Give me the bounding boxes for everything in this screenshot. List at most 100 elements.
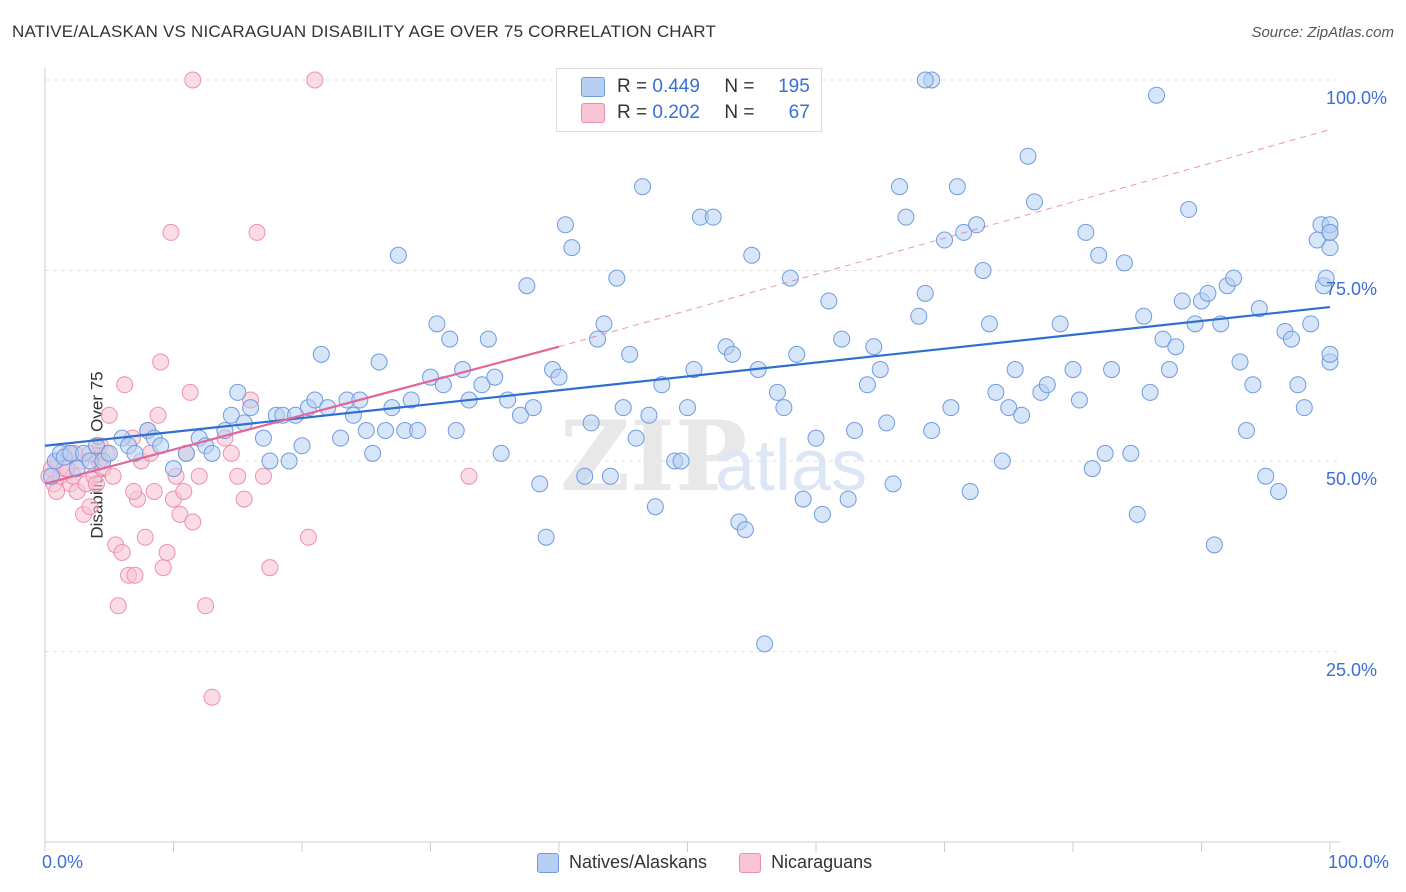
data-point-natives	[370, 353, 388, 371]
legend-swatch-nicaraguans	[581, 103, 605, 123]
data-point-natives	[833, 330, 851, 348]
data-point-natives	[389, 246, 407, 264]
legend-r-label: R =	[617, 102, 648, 123]
data-point-natives	[1321, 223, 1339, 241]
data-point-natives	[1160, 361, 1178, 379]
data-point-nicaraguans	[460, 467, 478, 485]
bottom-legend-label-natives: Natives/Alaskans	[569, 852, 708, 872]
data-point-natives	[968, 216, 986, 234]
data-point-nicaraguans	[203, 688, 221, 706]
data-point-natives	[807, 429, 825, 447]
data-point-natives	[1180, 201, 1198, 219]
data-point-natives	[1096, 444, 1114, 462]
data-point-natives	[280, 452, 298, 470]
data-point-natives	[1257, 467, 1275, 485]
data-point-nicaraguans	[171, 505, 189, 523]
data-point-natives	[621, 345, 639, 363]
data-point-nicaraguans	[184, 71, 202, 89]
bottom-legend-item-natives: Natives/Alaskans	[537, 852, 707, 873]
data-point-nicaraguans	[222, 444, 240, 462]
bottom-legend: Natives/Alaskans Nicaraguans	[537, 852, 904, 873]
legend-n-value: 67	[788, 102, 810, 123]
y-tick-label: 50.0%	[1326, 469, 1378, 489]
data-point-natives	[653, 376, 671, 394]
data-point-nicaraguans	[125, 482, 143, 500]
data-point-natives	[563, 239, 581, 257]
data-point-natives	[993, 452, 1011, 470]
data-point-nicaraguans	[229, 467, 247, 485]
data-point-natives	[961, 482, 979, 500]
trend-line-nicaraguans	[44, 345, 560, 485]
data-point-natives	[1321, 239, 1339, 257]
data-point-natives	[608, 269, 626, 287]
data-point-natives	[679, 399, 696, 417]
data-point-natives	[1231, 353, 1249, 371]
data-point-natives	[576, 467, 594, 485]
data-point-nicaraguans	[136, 528, 154, 546]
data-point-natives	[1013, 406, 1031, 424]
data-point-natives	[1103, 361, 1121, 379]
data-point-natives	[1038, 376, 1056, 394]
data-point-natives	[846, 422, 864, 440]
data-point-nicaraguans	[162, 223, 180, 241]
data-point-natives	[1282, 330, 1300, 348]
y-tick-label: 75.0%	[1326, 278, 1378, 299]
data-point-natives	[254, 429, 272, 447]
data-point-natives	[897, 208, 915, 226]
data-point-nicaraguans	[104, 467, 122, 485]
data-point-natives	[1006, 361, 1024, 379]
data-point-natives	[126, 444, 144, 462]
data-point-natives	[293, 437, 311, 455]
trend-line-nicaraguans-extension	[558, 129, 1331, 348]
data-point-natives	[556, 216, 574, 234]
data-point-natives	[1025, 193, 1043, 211]
data-point-natives	[589, 330, 607, 348]
data-point-natives	[1244, 376, 1262, 394]
legend-row-natives: R = 0.449 N = 195	[581, 75, 810, 99]
data-point-natives	[524, 399, 542, 417]
data-point-natives	[1302, 315, 1320, 333]
data-point-natives	[312, 345, 330, 363]
data-point-natives	[736, 521, 754, 539]
data-point-nicaraguans	[190, 467, 208, 485]
data-point-natives	[704, 208, 722, 226]
data-point-natives	[428, 315, 446, 333]
data-point-natives	[1167, 338, 1185, 356]
data-point-natives	[1128, 505, 1146, 523]
data-point-natives	[948, 178, 966, 196]
data-point-natives	[229, 383, 247, 401]
data-point-nicaraguans	[152, 353, 170, 371]
legend-box: R = 0.449 N = 195 R = 0.202 N = 67	[556, 68, 822, 132]
data-point-natives	[1289, 376, 1307, 394]
data-point-nicaraguans	[100, 406, 118, 424]
data-point-natives	[87, 437, 105, 455]
data-point-natives	[723, 345, 741, 363]
data-point-natives	[441, 330, 459, 348]
data-point-natives	[756, 635, 774, 653]
data-point-natives	[511, 406, 529, 424]
data-point-natives	[768, 383, 786, 401]
data-point-nicaraguans	[116, 376, 134, 394]
data-point-natives	[640, 406, 658, 424]
data-point-natives	[634, 178, 652, 196]
data-point-natives	[1135, 307, 1153, 325]
data-point-nicaraguans	[261, 559, 279, 577]
data-point-natives	[1199, 284, 1217, 302]
data-point-natives	[974, 262, 992, 279]
data-point-natives	[100, 444, 118, 462]
data-point-natives	[582, 414, 600, 432]
data-point-natives	[377, 422, 395, 440]
legend-n-label: N =	[724, 76, 755, 97]
data-point-natives	[261, 452, 279, 470]
data-point-natives	[923, 422, 941, 440]
data-point-natives	[646, 498, 664, 516]
data-point-natives	[916, 284, 934, 302]
data-point-nicaraguans	[48, 482, 66, 500]
data-point-natives	[775, 399, 793, 417]
data-point-natives	[1295, 399, 1313, 417]
data-point-nicaraguans	[299, 528, 317, 546]
data-point-natives	[910, 307, 928, 325]
data-point-natives	[672, 452, 690, 470]
data-point-natives	[306, 391, 324, 409]
